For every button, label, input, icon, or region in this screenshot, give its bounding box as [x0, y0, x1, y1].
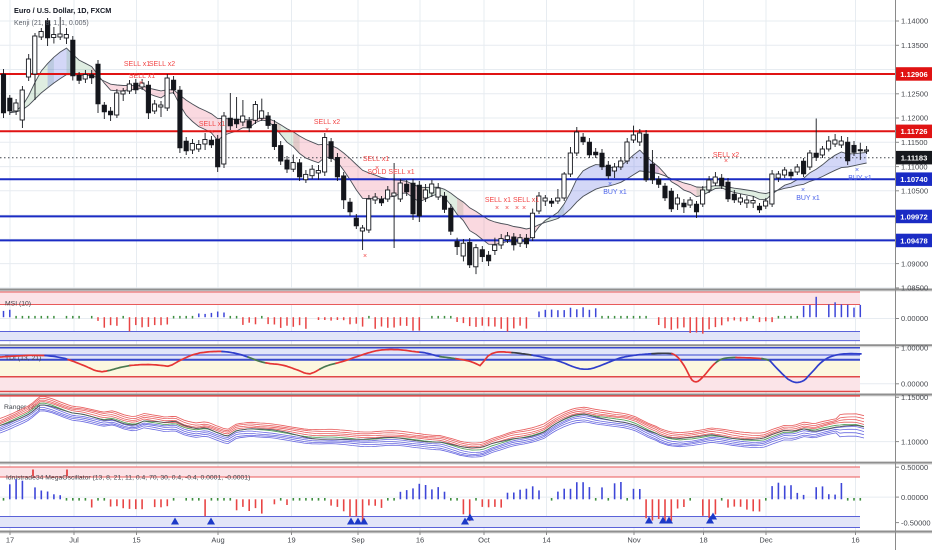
- svg-text:19: 19: [287, 536, 295, 545]
- svg-text:17: 17: [6, 536, 14, 545]
- svg-text:SELL x2: SELL x2: [713, 152, 739, 159]
- svg-text:×: ×: [325, 127, 329, 134]
- svg-text:1.00000: 1.00000: [901, 343, 928, 352]
- svg-text:1.11000: 1.11000: [901, 162, 928, 171]
- svg-text:Jul: Jul: [69, 536, 79, 545]
- svg-text:1.09478: 1.09478: [900, 236, 927, 245]
- svg-text:Idnistrade34 MegaOscillator (1: Idnistrade34 MegaOscillator (13, 8, 21, …: [6, 475, 250, 482]
- svg-text:×: ×: [724, 158, 728, 165]
- svg-text:SELL x1: SELL x1: [199, 121, 225, 128]
- svg-text:×: ×: [522, 205, 526, 212]
- svg-text:×: ×: [608, 181, 612, 188]
- svg-text:×: ×: [515, 205, 519, 212]
- svg-text:1.11500: 1.11500: [901, 138, 928, 147]
- svg-text:Sep: Sep: [351, 536, 364, 545]
- svg-text:1.13500: 1.13500: [901, 41, 928, 50]
- svg-text:Nov: Nov: [627, 536, 641, 545]
- svg-text:Oct: Oct: [478, 536, 491, 545]
- svg-text:×: ×: [375, 165, 379, 172]
- svg-text:1.12000: 1.12000: [901, 114, 928, 123]
- svg-text:SOLD SELL x1: SOLD SELL x1: [367, 169, 414, 176]
- svg-text:Ranger (20): Ranger (20): [4, 404, 40, 411]
- svg-text:TDI (13, 21): TDI (13, 21): [5, 355, 41, 362]
- svg-text:15: 15: [132, 536, 140, 545]
- svg-text:1.14000: 1.14000: [901, 17, 928, 26]
- svg-text:1.11183: 1.11183: [901, 154, 928, 163]
- svg-text:1.12906: 1.12906: [900, 70, 927, 79]
- svg-text:1.10500: 1.10500: [901, 187, 928, 196]
- svg-text:SELL x1: SELL x1: [129, 73, 155, 80]
- svg-text:SELL x1 SELL x1: SELL x1 SELL x1: [485, 197, 539, 204]
- svg-text:1.11726: 1.11726: [900, 127, 927, 136]
- svg-text:SELL x1: SELL x1: [363, 156, 389, 163]
- svg-text:×: ×: [363, 253, 367, 260]
- svg-text:SELL x2: SELL x2: [314, 119, 340, 126]
- svg-text:BUY x1: BUY x1: [603, 189, 627, 196]
- svg-text:1.09000: 1.09000: [901, 259, 928, 268]
- svg-text:-0.50000: -0.50000: [901, 518, 931, 527]
- svg-text:BUY x1: BUY x1: [796, 195, 820, 202]
- svg-text:Kenji (21, 8, 1, 1, 0.005): Kenji (21, 8, 1, 1, 0.005): [14, 20, 89, 27]
- svg-text:1.10000: 1.10000: [901, 437, 928, 446]
- svg-text:1.09972: 1.09972: [900, 212, 927, 221]
- svg-text:×: ×: [801, 187, 805, 194]
- svg-text:×: ×: [210, 129, 214, 136]
- svg-text:Euro / U.S. Dollar, 1D, FXCM: Euro / U.S. Dollar, 1D, FXCM: [14, 6, 111, 15]
- svg-text:0.00000: 0.00000: [901, 380, 928, 389]
- svg-text:1.10740: 1.10740: [900, 175, 927, 184]
- svg-text:×: ×: [139, 80, 143, 87]
- svg-text:×: ×: [495, 205, 499, 212]
- svg-text:0.00000: 0.00000: [901, 314, 928, 323]
- svg-text:Dec: Dec: [759, 536, 773, 545]
- svg-text:1.12500: 1.12500: [901, 90, 928, 99]
- svg-text:1.15000: 1.15000: [901, 393, 928, 402]
- svg-text:Aug: Aug: [211, 536, 224, 545]
- svg-text:1.08500: 1.08500: [901, 284, 928, 293]
- svg-text:0.50000: 0.50000: [901, 463, 928, 472]
- svg-text:×: ×: [505, 205, 509, 212]
- svg-text:16: 16: [851, 536, 859, 545]
- svg-text:SELL x1: SELL x1: [124, 61, 150, 68]
- svg-text:0.00000: 0.00000: [901, 493, 928, 502]
- svg-text:SELL x2: SELL x2: [149, 61, 175, 68]
- svg-text:14: 14: [542, 536, 550, 545]
- svg-text:18: 18: [699, 536, 707, 545]
- svg-text:×: ×: [855, 167, 859, 174]
- svg-text:BUY x1: BUY x1: [848, 175, 872, 182]
- svg-text:16: 16: [416, 536, 424, 545]
- svg-text:MSI (10): MSI (10): [5, 301, 31, 308]
